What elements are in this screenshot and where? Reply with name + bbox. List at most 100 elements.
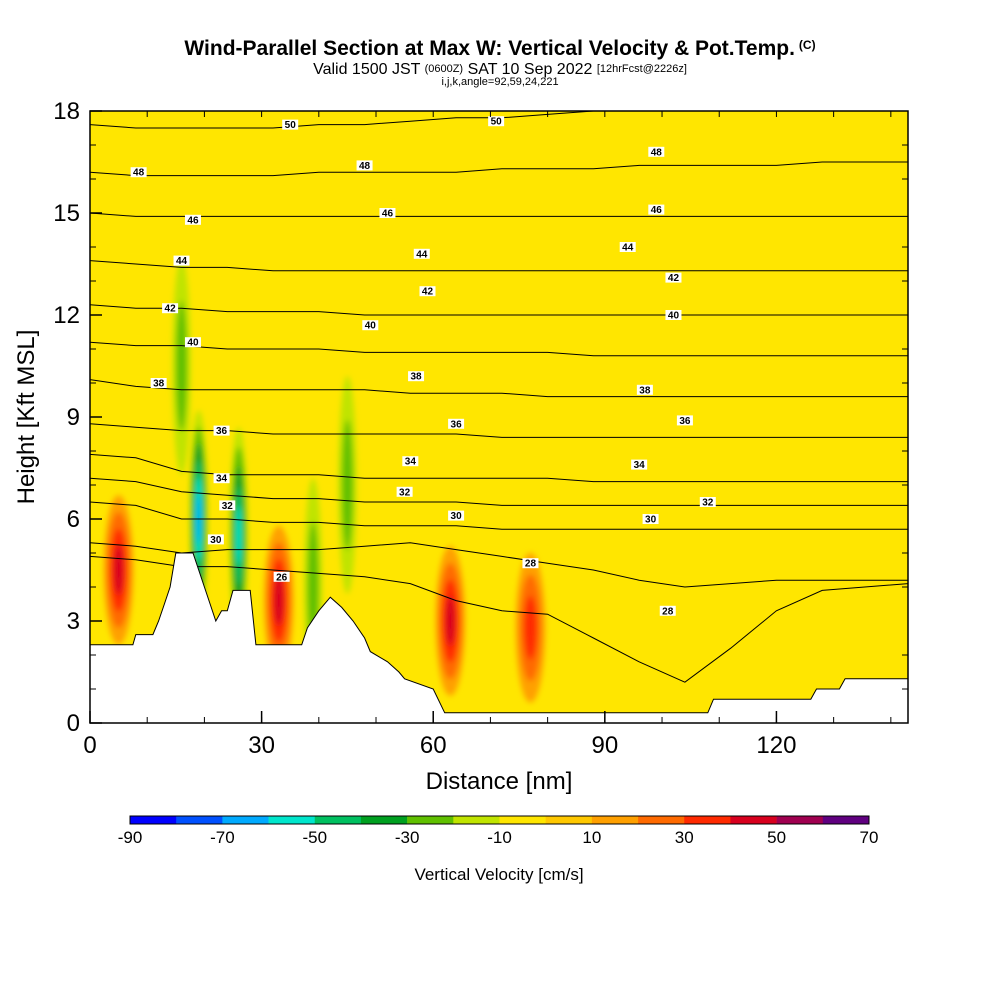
contour-label-29: 46 [648, 204, 665, 216]
contour-label-text-27: 46 [187, 215, 199, 226]
theta-contour-48 [90, 161, 908, 177]
contour-label-text-12: 36 [216, 426, 228, 437]
contour-label-6: 32 [219, 500, 236, 512]
theta-contour-26 [90, 555, 908, 683]
contour-label-11: 34 [631, 459, 648, 471]
x-tick-label-90: 90 [591, 732, 618, 759]
colorbar-label-4: -10 [487, 828, 512, 847]
contour-label-19: 40 [362, 320, 379, 332]
contour-label-text-9: 34 [216, 474, 228, 485]
contour-label-32: 48 [648, 146, 665, 158]
contour-label-14: 36 [676, 415, 693, 427]
contour-label-text-2: 28 [662, 606, 674, 617]
colorbar-swatch-7 [453, 816, 500, 824]
contour-label-23: 42 [665, 272, 682, 284]
contour-label-bg-1 [522, 558, 539, 569]
colorbar-swatch-6 [407, 816, 454, 824]
contour-label-bg-13 [448, 418, 465, 429]
contour-label-text-29: 46 [651, 205, 663, 216]
valid-prefix: Valid 1500 JST [313, 61, 421, 78]
plot-area: 26 28 28 30 30 30 32 32 32 34 34 34 36 36 36 38 38 38 40 40… [89, 110, 909, 724]
contour-label-text-16: 38 [410, 372, 422, 383]
theta-contour-40 [90, 341, 908, 357]
contour-label-0: 26 [273, 571, 290, 583]
contour-label-bg-31 [356, 160, 373, 171]
colorbar-swatch-0 [130, 816, 177, 824]
x-axis: 0 30 60 90 120 [83, 111, 892, 759]
theta-contour-50 [90, 111, 908, 129]
contour-label-5: 30 [642, 514, 659, 526]
contour-label-7: 32 [396, 486, 413, 498]
contour-label-text-0: 26 [276, 572, 288, 583]
contour-label-text-13: 36 [451, 419, 463, 430]
contour-label-text-24: 44 [176, 256, 188, 267]
colorbar-label-0: -90 [118, 828, 143, 847]
x-axis-title: Distance [nm] [426, 768, 573, 795]
contour-label-text-18: 40 [187, 338, 199, 349]
contour-label-21: 42 [162, 303, 179, 315]
contour-label-text-6: 32 [222, 501, 234, 512]
y-tick-label-3: 3 [67, 608, 80, 635]
contour-label-text-14: 36 [679, 416, 691, 427]
theta-contour-42 [90, 304, 908, 316]
up-cell-2-level-3 [445, 596, 456, 646]
colorbar-swatch-12 [684, 816, 731, 824]
contour-label-bg-29 [648, 204, 665, 215]
up-cell-3-level-2 [524, 595, 537, 660]
up-cell-0-level-3 [113, 545, 124, 595]
contour-label-text-15: 38 [153, 379, 165, 390]
contour-label-text-7: 32 [399, 487, 411, 498]
x-tick-label-120: 120 [756, 732, 796, 759]
contour-label-text-21: 42 [165, 304, 177, 315]
y-tick-label-0: 0 [67, 710, 80, 737]
chart-params: i,j,k,angle=92,59,24,221 [441, 76, 559, 88]
contour-label-text-8: 32 [702, 498, 714, 509]
contour-label-text-17: 38 [639, 385, 651, 396]
valid-utc: (0600Z) [424, 63, 464, 75]
colorbar-label-2: -50 [302, 828, 327, 847]
contour-label-text-34: 50 [491, 117, 503, 128]
x-tick-label-0: 0 [83, 732, 96, 759]
colorbar-swatch-11 [638, 816, 685, 824]
down-cell-2-level-4 [236, 506, 242, 566]
colorbar-label-5: 10 [582, 828, 601, 847]
theta-contours [90, 111, 908, 683]
contour-label-bg-28 [379, 208, 396, 218]
contour-label-10: 34 [402, 456, 419, 468]
contour-label-bg-8 [699, 497, 716, 507]
contour-label-27: 46 [184, 214, 201, 226]
down-cell-4-level-1 [341, 419, 353, 551]
contour-label-12: 36 [213, 425, 230, 437]
contour-label-text-32: 48 [651, 147, 663, 158]
down-cell-0-level-1 [176, 300, 188, 432]
contour-label-33: 50 [282, 119, 299, 131]
contour-label-18: 40 [184, 337, 201, 349]
y-tick-label-9: 9 [67, 404, 80, 431]
contour-label-text-4: 30 [451, 511, 463, 522]
contour-label-bg-7 [396, 486, 413, 497]
colorbar-swatch-5 [360, 816, 408, 824]
contour-label-13: 36 [448, 418, 465, 430]
colorbar-label-6: 30 [675, 828, 694, 847]
contour-label-bg-15 [150, 378, 167, 388]
x-tick-label-30: 30 [248, 732, 275, 759]
colorbar-swatch-8 [499, 816, 546, 824]
theta-contour-44 [90, 260, 908, 272]
contour-label-bg-0 [273, 571, 290, 582]
contour-label-text-23: 42 [668, 273, 680, 284]
contour-label-bg-12 [213, 425, 230, 436]
contour-label-bg-16 [408, 371, 425, 382]
contour-label-text-5: 30 [645, 515, 657, 526]
contour-label-bg-25 [413, 248, 430, 259]
contour-label-text-25: 44 [416, 249, 428, 260]
theta-contour-38 [90, 379, 908, 398]
contour-label-31: 48 [356, 160, 373, 172]
theta-contour-30 [90, 501, 908, 530]
contour-label-bg-10 [402, 456, 419, 467]
contour-label-text-31: 48 [359, 161, 371, 172]
contour-label-text-19: 40 [365, 321, 377, 332]
colorbar-swatch-9 [545, 816, 593, 824]
contour-label-bg-9 [213, 473, 230, 484]
copyright-mark: (C) [798, 38, 816, 52]
contour-label-8: 32 [699, 497, 716, 509]
